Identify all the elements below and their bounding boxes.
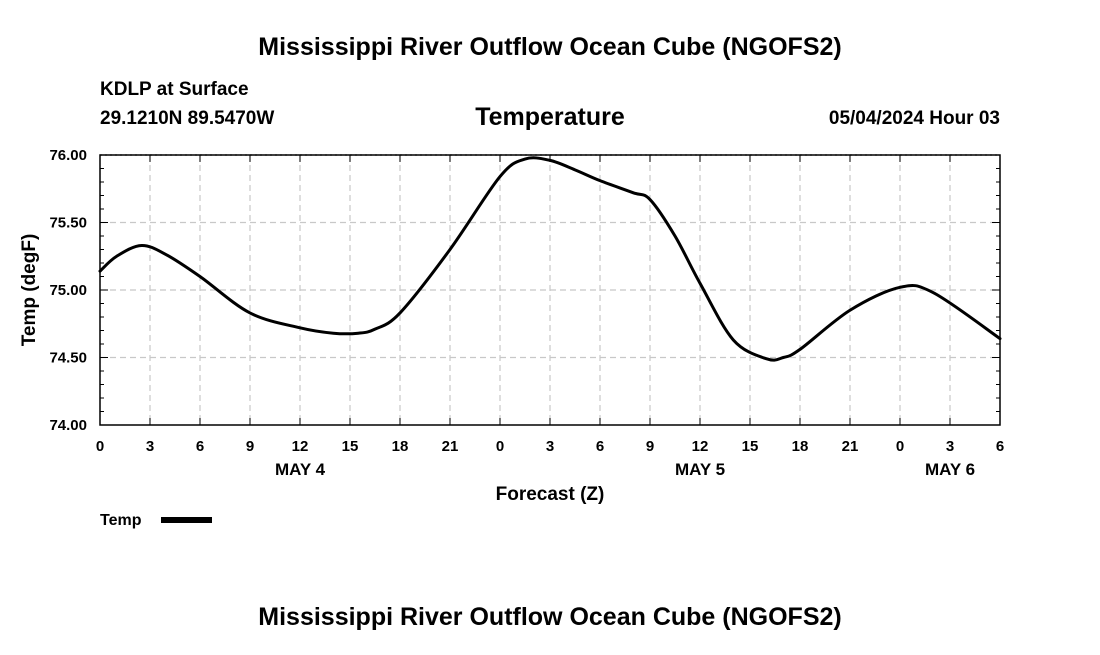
- station-label: KDLP at Surface: [100, 79, 249, 100]
- y-tick-label: 75.50: [49, 215, 87, 232]
- legend-label: Temp: [100, 512, 142, 529]
- x-tick-label: 15: [742, 438, 759, 455]
- x-tick-label: 18: [392, 438, 409, 455]
- day-label: MAY 4: [275, 460, 326, 479]
- x-tick-label: 21: [842, 438, 859, 455]
- axis-tick-labels: 0 3 6 9 12 15 18 21 0 3 6 9 12 15 18 21 0 3 6 MAY 4 MAY 5 MAY…: [49, 147, 1004, 479]
- legend-swatch: [161, 517, 212, 523]
- x-tick-label: 0: [896, 438, 904, 455]
- x-tick-label: 3: [946, 438, 954, 455]
- y-tick-label: 74.50: [49, 350, 87, 367]
- day-label: MAY 5: [675, 460, 725, 479]
- page-title-top: Mississippi River Outflow Ocean Cube (NG…: [258, 33, 841, 61]
- x-tick-label: 12: [292, 438, 309, 455]
- y-tick-label: 75.00: [49, 282, 87, 299]
- x-tick-label: 12: [692, 438, 709, 455]
- plot-frame: [99, 154, 1001, 426]
- x-axis-label: Forecast (Z): [496, 484, 605, 505]
- x-tick-label: 3: [146, 438, 154, 455]
- x-tick-label: 6: [996, 438, 1004, 455]
- x-tick-label: 0: [96, 438, 104, 455]
- x-tick-label: 6: [596, 438, 604, 455]
- x-tick-label: 3: [546, 438, 554, 455]
- x-tick-label: 9: [246, 438, 254, 455]
- y-axis-label: Temp (degF): [19, 234, 40, 347]
- x-tick-label: 18: [792, 438, 809, 455]
- coords-label: 29.1210N 89.5470W: [100, 108, 274, 129]
- legend: Temp: [100, 512, 212, 529]
- datetime-label: 05/04/2024 Hour 03: [829, 108, 1000, 129]
- x-tick-label: 15: [342, 438, 359, 455]
- day-label: MAY 6: [925, 460, 975, 479]
- x-tick-label: 9: [646, 438, 654, 455]
- grid-lines: [100, 154, 1000, 425]
- chart-title: Temperature: [475, 103, 625, 131]
- series-line-temp: [98, 156, 1002, 362]
- page-title-bottom: Mississippi River Outflow Ocean Cube (NG…: [258, 603, 841, 631]
- x-tick-label: 6: [196, 438, 204, 455]
- y-tick-label: 76.00: [49, 147, 87, 164]
- x-tick-label: 21: [442, 438, 459, 455]
- x-tick-label: 0: [496, 438, 504, 455]
- y-tick-label: 74.00: [49, 417, 87, 434]
